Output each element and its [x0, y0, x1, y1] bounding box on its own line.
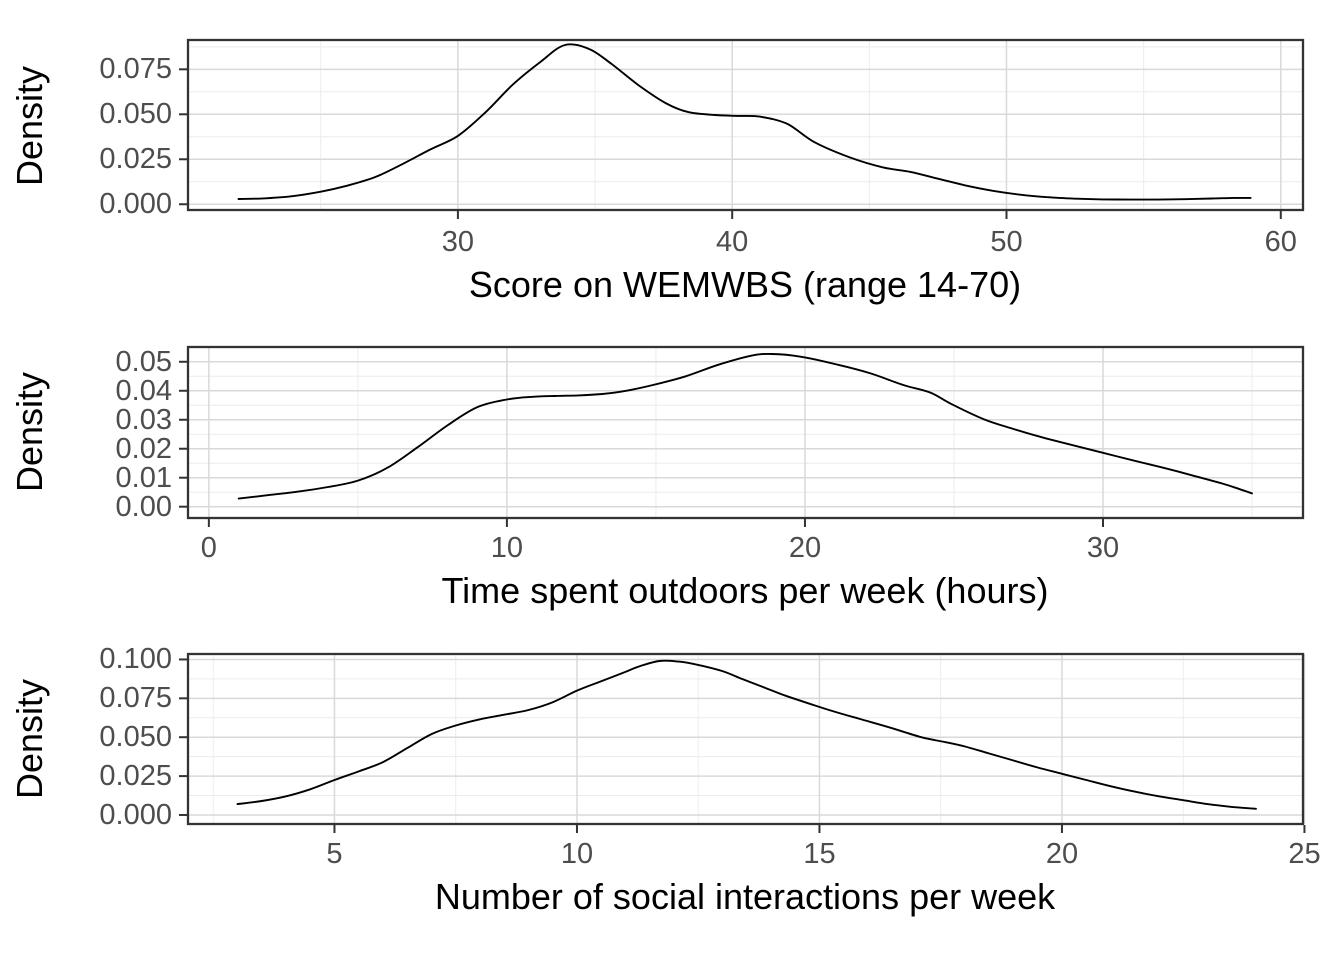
x-axis-title-plot3: Number of social interactions per week — [434, 876, 1056, 917]
x-tick-label: 30 — [1086, 532, 1120, 564]
x-tick-label: 0 — [200, 532, 217, 564]
density-curve — [237, 43, 1252, 201]
y-tick-label: 0.03 — [115, 403, 172, 436]
y-tick-label: 0.075 — [99, 53, 172, 86]
y-tick-label: 0.050 — [99, 721, 172, 754]
x-tick-label: 10 — [560, 838, 594, 870]
y-tick-label: 0.02 — [115, 432, 172, 465]
panel-border — [186, 38, 1305, 212]
y-tick-label: 0.05 — [115, 345, 172, 378]
y-tick-label: 0.04 — [115, 374, 172, 407]
y-tick-label: 0.000 — [99, 188, 172, 221]
y-tick-label: 0.025 — [99, 143, 172, 176]
x-tick-label: 40 — [716, 226, 749, 258]
x-tick-label: 20 — [788, 532, 822, 564]
plot-panel-2 — [179, 345, 1305, 527]
y-tick-label: 0.100 — [99, 643, 172, 676]
density-curve — [237, 352, 1253, 500]
x-axis-title-plot1: Score on WEMWBS (range 14-70) — [468, 264, 1022, 305]
panel-border — [186, 652, 1305, 826]
x-tick-label: 25 — [1288, 838, 1321, 870]
y-tick-label: 0.050 — [99, 98, 172, 131]
x-tick-label: 5 — [326, 838, 343, 870]
plot-panel-3 — [179, 652, 1306, 833]
x-tick-label: 30 — [441, 226, 475, 258]
x-tick-label: 15 — [803, 838, 836, 870]
x-tick-label: 50 — [990, 226, 1023, 258]
y-tick-label: 0.01 — [115, 461, 172, 494]
panel-border — [186, 345, 1305, 520]
y-tick-label: 0.025 — [99, 760, 172, 793]
x-tick-label: 60 — [1264, 226, 1297, 258]
y-tick-label: 0.000 — [99, 798, 172, 831]
x-tick-label: 10 — [490, 532, 524, 564]
y-tick-label: 0.075 — [99, 682, 172, 715]
x-tick-label: 20 — [1045, 838, 1079, 870]
x-axis-title-plot2: Time spent outdoors per week (hours) — [441, 570, 1049, 611]
density-curve — [236, 659, 1257, 810]
y-tick-label: 0.00 — [115, 490, 172, 523]
plot-panel-1 — [179, 38, 1305, 219]
